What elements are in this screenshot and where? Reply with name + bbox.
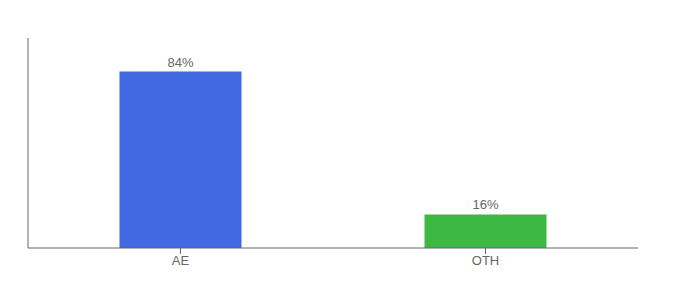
svg-text:16%: 16% (472, 197, 498, 212)
svg-text:OTH: OTH (472, 253, 499, 268)
svg-text:84%: 84% (167, 55, 193, 70)
svg-text:AE: AE (172, 253, 190, 268)
